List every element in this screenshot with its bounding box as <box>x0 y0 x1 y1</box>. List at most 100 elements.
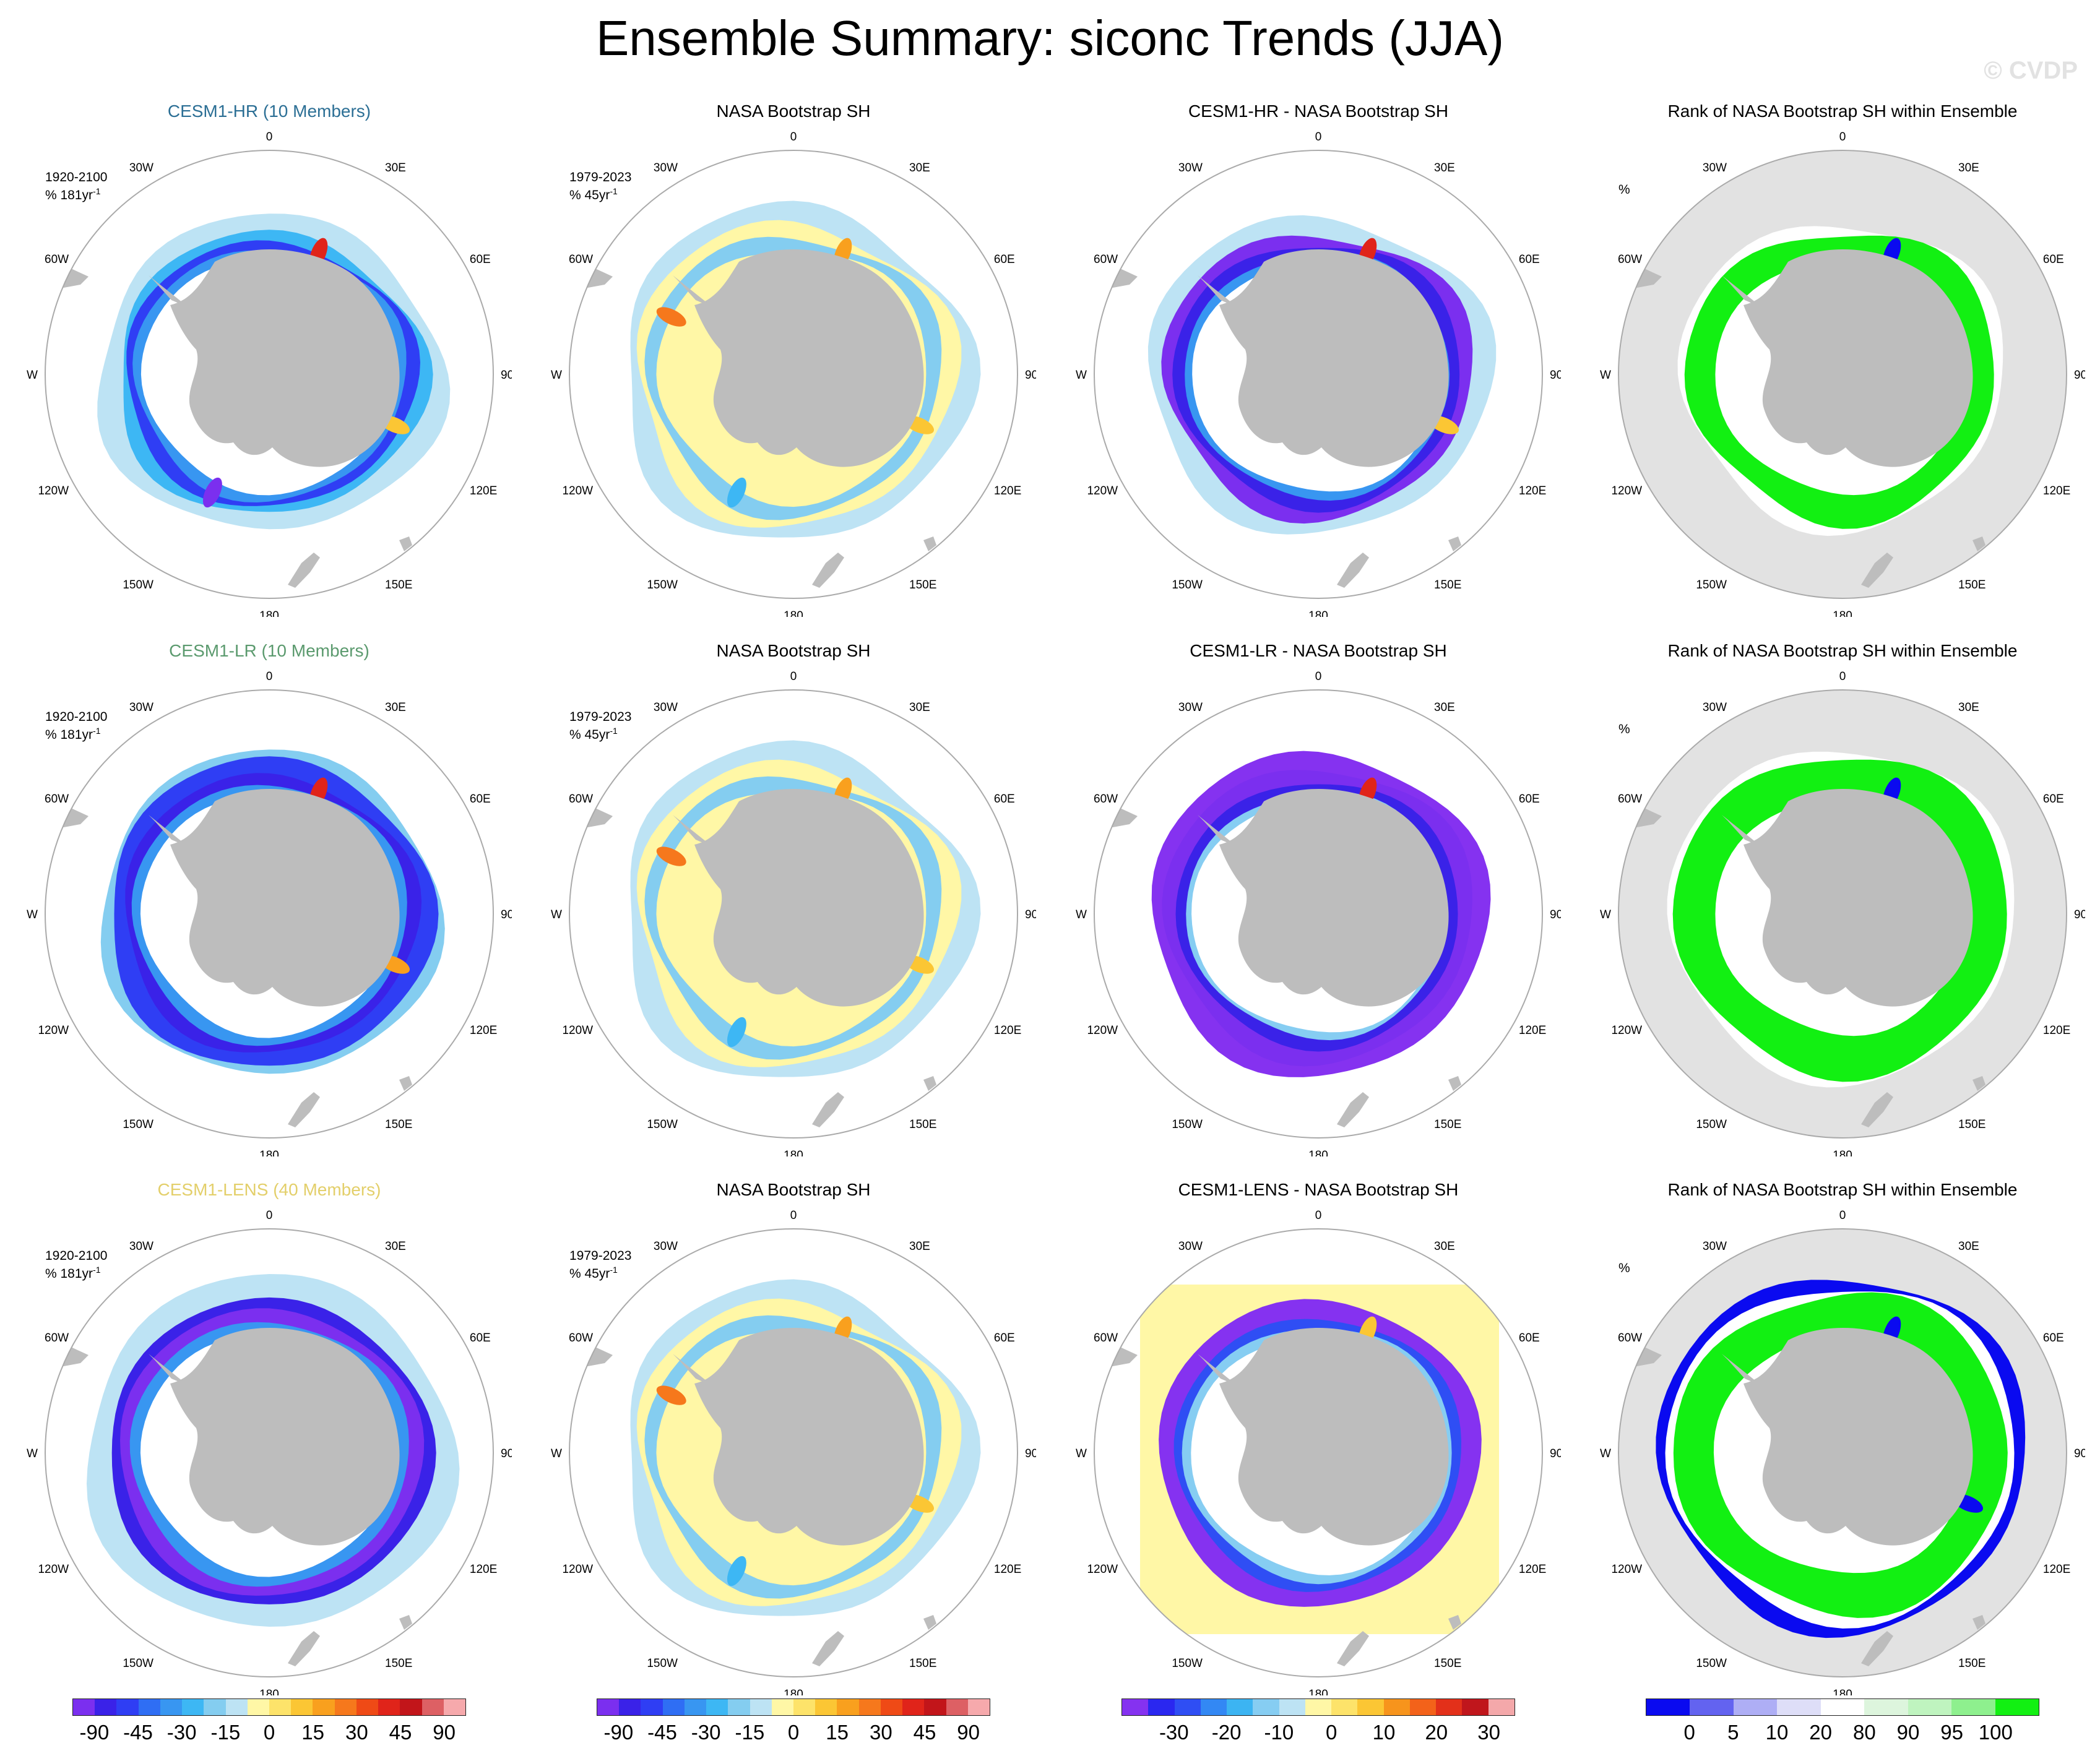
lon-label-120e: 120E <box>2043 484 2070 497</box>
colorbar-box <box>858 1699 881 1715</box>
colorbar-box <box>1908 1699 1952 1715</box>
lon-label-60e: 60E <box>2043 793 2064 806</box>
lon-label-90w: 90W <box>551 1447 562 1460</box>
lon-label-90w: 90W <box>27 369 38 382</box>
colorbar-4 <box>1646 1698 2039 1716</box>
lon-label-90e: 90E <box>2074 1447 2085 1460</box>
lon-label-150w: 150W <box>123 1657 153 1670</box>
period-note: 1920-2100 % 181yr-1 <box>45 170 107 202</box>
lon-label-90w: 90W <box>1076 908 1087 921</box>
lon-label-0: 0 <box>1315 132 1322 144</box>
lon-label-120e: 120E <box>2043 1024 2070 1037</box>
lon-label-30e: 30E <box>909 161 930 174</box>
colorbar-box <box>1174 1699 1201 1715</box>
lon-label-150w: 150W <box>647 1118 678 1131</box>
period-text: 1920-2100 <box>45 1249 108 1263</box>
units-text: % 181yr-1 <box>45 1265 101 1281</box>
colorbar-box <box>291 1699 313 1715</box>
lon-label-120w: 120W <box>1087 484 1118 497</box>
lon-label-150e: 150E <box>385 1657 412 1670</box>
lon-label-90e: 90E <box>1550 369 1561 382</box>
colorbar-tick: -15 <box>210 1721 241 1744</box>
lon-label-0: 0 <box>790 1210 797 1222</box>
colorbar-tick: 95 <box>1940 1721 1964 1744</box>
colorbar-box <box>269 1699 292 1715</box>
lon-label-30e: 30E <box>1958 701 1979 714</box>
lon-label-30e: 30E <box>1434 701 1455 714</box>
lon-label-30w: 30W <box>129 701 153 714</box>
lon-label-120w: 120W <box>562 1563 593 1576</box>
colorbar-tick: -10 <box>1264 1721 1294 1744</box>
diff-title: CESM1-LENS - NASA Bootstrap SH <box>1178 1180 1459 1199</box>
colorbar-box <box>1383 1699 1410 1715</box>
lon-label-60e: 60E <box>994 1332 1015 1345</box>
lon-label-150e: 150E <box>1434 1657 1461 1670</box>
colorbar-tick: 45 <box>389 1721 412 1744</box>
colorbar-box <box>728 1699 750 1715</box>
lon-label-180: 180 <box>259 1688 279 1695</box>
lon-label-30w: 30W <box>1178 1240 1203 1253</box>
lon-label-0: 0 <box>266 1210 273 1222</box>
lon-label-180: 180 <box>784 1688 803 1695</box>
map-model-row2: 0 30E 60E 90E 120E 150E 180 150W 120W 90W 60W 30W <box>27 671 512 1156</box>
lon-label-60e: 60E <box>1519 253 1540 266</box>
lon-label-120e: 120E <box>2043 1563 2070 1576</box>
colorbar-box <box>597 1699 620 1715</box>
colorbar-box <box>880 1699 903 1715</box>
colorbar-tick: 100 <box>1978 1721 2013 1744</box>
colorbar-box <box>1148 1699 1175 1715</box>
lon-label-60e: 60E <box>2043 253 2064 266</box>
colorbar-box <box>1995 1699 2039 1715</box>
watermark: © CVDP <box>1984 57 2078 84</box>
period-note: 1920-2100 % 181yr-1 <box>45 1249 107 1281</box>
lon-label-150e: 150E <box>1958 1657 1985 1670</box>
rank-units: % <box>1618 722 1630 736</box>
lon-label-60e: 60E <box>470 1332 491 1345</box>
colorbar-box <box>1820 1699 1865 1715</box>
obs-title: NASA Bootstrap SH <box>716 641 871 660</box>
colorbar-box <box>182 1699 204 1715</box>
lon-label-60w: 60W <box>1094 1332 1118 1345</box>
colorbar-box <box>1357 1699 1384 1715</box>
lon-label-0: 0 <box>1315 1210 1322 1222</box>
map-rank-row1: 0 30E 60E 90E 120E 150E 180 150W 120W 90W 60W 30W <box>1600 132 2085 617</box>
colorbar-box <box>95 1699 117 1715</box>
lon-label-120e: 120E <box>994 1563 1021 1576</box>
lon-label-90e: 90E <box>1025 369 1036 382</box>
colorbar-box <box>1122 1699 1149 1715</box>
map-rank-row3: 0 30E 60E 90E 120E 150E 180 150W 120W 90W 60W 30W <box>1600 1210 2085 1695</box>
lon-label-120e: 120E <box>470 484 497 497</box>
colorbar-tick: 90 <box>433 1721 456 1744</box>
lon-label-120w: 120W <box>1611 1024 1642 1037</box>
lon-label-90e: 90E <box>501 1447 512 1460</box>
lon-label-90e: 90E <box>1550 1447 1561 1460</box>
period-text: 1920-2100 <box>45 170 108 184</box>
colorbar-box <box>1462 1699 1489 1715</box>
lon-label-60w: 60W <box>569 253 593 266</box>
lon-label-90e: 90E <box>1025 1447 1036 1460</box>
lon-label-120w: 120W <box>1611 484 1642 497</box>
lon-label-150w: 150W <box>1172 1657 1203 1670</box>
colorbar-tick: 30 <box>345 1721 368 1744</box>
lon-label-90w: 90W <box>27 908 38 921</box>
lon-label-120e: 120E <box>470 1563 497 1576</box>
colorbar-box <box>225 1699 248 1715</box>
lon-label-60e: 60E <box>994 793 1015 806</box>
colorbar-tick: -45 <box>123 1721 153 1744</box>
colorbar-box <box>138 1699 160 1715</box>
lon-label-150w: 150W <box>123 579 153 592</box>
lon-label-150w: 150W <box>1172 579 1203 592</box>
colorbar-box <box>641 1699 663 1715</box>
lon-label-0: 0 <box>266 671 273 683</box>
lon-label-60e: 60E <box>470 253 491 266</box>
model-title: CESM1-LR (10 Members) <box>169 641 369 660</box>
period-note: 1979-2023 % 45yr-1 <box>569 1249 631 1281</box>
colorbar-tick: 30 <box>869 1721 892 1744</box>
lon-label-60w: 60W <box>1618 1332 1642 1345</box>
lon-label-60w: 60W <box>45 1332 69 1345</box>
lon-label-120w: 120W <box>38 1563 69 1576</box>
colorbar-box <box>1227 1699 1253 1715</box>
map-obs-row2: 0 30E 60E 90E 120E 150E 180 150W 120W 90W 60W 30W <box>551 671 1036 1156</box>
colorbar-tick: -90 <box>79 1721 110 1744</box>
lon-label-0: 0 <box>790 132 797 144</box>
